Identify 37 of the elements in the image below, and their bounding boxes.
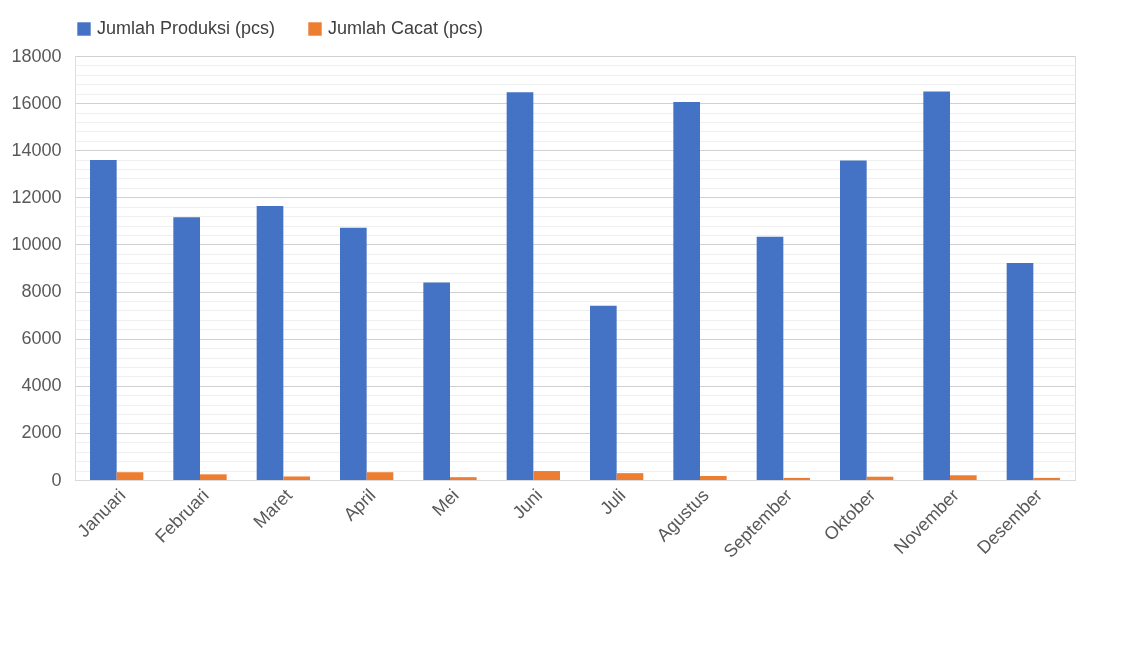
bar bbox=[506, 92, 534, 480]
y-tick-label: 2000 bbox=[21, 422, 62, 443]
bar bbox=[116, 472, 144, 480]
bar bbox=[783, 477, 810, 480]
bar bbox=[256, 206, 284, 480]
x-tick-label: Juli bbox=[596, 485, 630, 519]
y-tick-label: 8000 bbox=[21, 281, 62, 302]
bar bbox=[450, 477, 477, 480]
y-tick-label: 0 bbox=[51, 469, 62, 490]
bar bbox=[1006, 263, 1034, 480]
bar bbox=[173, 217, 200, 480]
legend-label: Jumlah Cacat (pcs) bbox=[328, 18, 484, 38]
y-tick-label: 14000 bbox=[11, 139, 62, 160]
bar bbox=[840, 160, 867, 480]
bar bbox=[700, 476, 727, 480]
bar bbox=[90, 160, 117, 480]
bar bbox=[366, 472, 394, 480]
bar bbox=[923, 91, 950, 480]
bar bbox=[756, 236, 784, 480]
y-tick-label: 12000 bbox=[11, 186, 62, 207]
bar bbox=[616, 473, 644, 480]
bar bbox=[1033, 477, 1060, 480]
bar bbox=[950, 475, 977, 480]
y-tick-label: 4000 bbox=[21, 375, 62, 396]
y-tick-label: 18000 bbox=[11, 45, 62, 66]
y-tick-label: 10000 bbox=[11, 233, 62, 254]
bar bbox=[423, 282, 450, 480]
bar bbox=[200, 474, 227, 480]
legend-label: Jumlah Produksi (pcs) bbox=[97, 18, 276, 38]
x-tick-label: Mei bbox=[428, 485, 463, 520]
y-tick-label: 6000 bbox=[21, 328, 62, 349]
bar bbox=[340, 227, 367, 480]
y-tick-label: 16000 bbox=[11, 92, 62, 113]
bar bbox=[673, 101, 700, 480]
bar bbox=[590, 305, 617, 480]
bar bbox=[533, 471, 560, 480]
bar bbox=[283, 476, 310, 480]
